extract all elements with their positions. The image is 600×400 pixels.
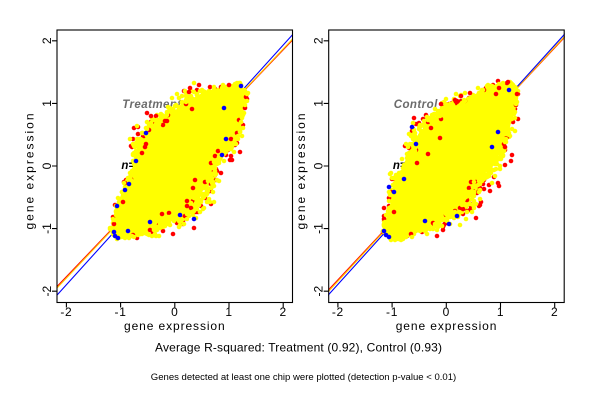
svg-text:-1: -1 xyxy=(386,305,398,319)
svg-text:-2: -2 xyxy=(312,286,326,297)
svg-text:-2: -2 xyxy=(40,286,54,297)
svg-text:Control: Control xyxy=(394,99,438,111)
svg-text:0: 0 xyxy=(40,162,54,169)
svg-text:0: 0 xyxy=(443,305,450,319)
svg-text:gene expression: gene expression xyxy=(23,111,37,229)
svg-text:-2: -2 xyxy=(332,305,344,319)
svg-text:gene expression: gene expression xyxy=(124,319,226,333)
svg-text:gene expression: gene expression xyxy=(294,111,308,229)
svg-text:1: 1 xyxy=(40,100,54,107)
svg-text:1: 1 xyxy=(497,305,504,319)
svg-text:0: 0 xyxy=(312,162,326,169)
svg-text:-2: -2 xyxy=(60,305,72,319)
svg-text:0: 0 xyxy=(171,305,178,319)
svg-text:gene expression: gene expression xyxy=(396,319,498,333)
svg-text:1: 1 xyxy=(225,305,232,319)
svg-text:-1: -1 xyxy=(312,223,326,234)
svg-text:2: 2 xyxy=(280,305,287,319)
svg-text:Average R-squared: Treatment (: Average R-squared: Treatment (0.92), Con… xyxy=(155,341,442,355)
svg-text:1: 1 xyxy=(312,100,326,107)
svg-text:-1: -1 xyxy=(115,305,127,319)
svg-text:2: 2 xyxy=(312,37,326,44)
svg-text:2: 2 xyxy=(551,305,558,319)
svg-text:-1: -1 xyxy=(40,223,54,234)
svg-text:Genes detected at least one ch: Genes detected at least one chip were pl… xyxy=(151,372,456,383)
svg-text:2: 2 xyxy=(40,37,54,44)
